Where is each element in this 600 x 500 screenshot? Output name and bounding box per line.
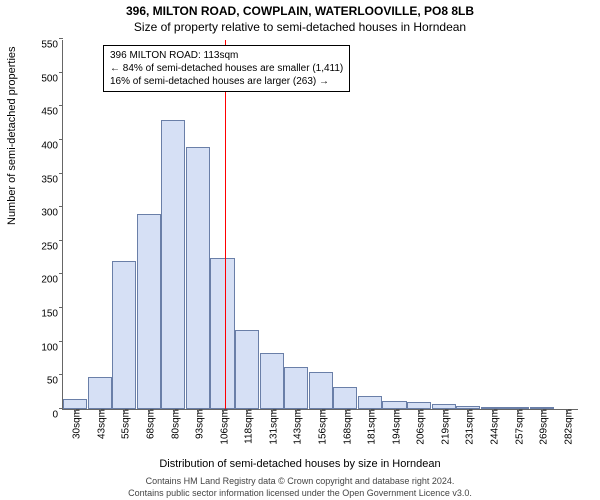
x-tick-mark [272, 409, 273, 413]
histogram-bar [309, 372, 333, 409]
x-tick-mark [370, 409, 371, 413]
x-tick-label: 30sqm [68, 409, 83, 439]
y-tick-mark [59, 273, 63, 274]
y-tick-mark [59, 374, 63, 375]
callout-line: 396 MILTON ROAD: 113sqm [110, 49, 343, 62]
x-tick-label: 68sqm [142, 409, 157, 439]
callout-line: ← 84% of semi-detached houses are smalle… [110, 62, 343, 75]
footer-line-1: Contains HM Land Registry data © Crown c… [0, 476, 600, 486]
histogram-bar [235, 330, 259, 409]
x-tick-label: 282sqm [559, 409, 574, 445]
x-tick-label: 257sqm [510, 409, 525, 445]
y-tick-mark [59, 173, 63, 174]
x-tick-label: 244sqm [486, 409, 501, 445]
x-tick-label: 93sqm [191, 409, 206, 439]
y-tick-label: 450 [41, 107, 63, 118]
x-tick-mark [395, 409, 396, 413]
y-tick-mark [59, 240, 63, 241]
x-tick-mark [346, 409, 347, 413]
x-tick-label: 106sqm [215, 409, 230, 445]
histogram-bar [161, 120, 185, 409]
x-tick-label: 168sqm [338, 409, 353, 445]
plot-area: 05010015020025030035040045050055030sqm43… [62, 40, 578, 410]
y-tick-mark [59, 307, 63, 308]
x-tick-label: 269sqm [535, 409, 550, 445]
x-tick-mark [296, 409, 297, 413]
x-tick-mark [247, 409, 248, 413]
x-tick-label: 194sqm [387, 409, 402, 445]
histogram-bar [112, 261, 136, 409]
y-tick-label: 550 [41, 40, 63, 51]
title-main: 396, MILTON ROAD, COWPLAIN, WATERLOOVILL… [0, 4, 600, 18]
x-tick-label: 206sqm [412, 409, 427, 445]
x-tick-mark [223, 409, 224, 413]
y-tick-mark [59, 105, 63, 106]
x-tick-mark [174, 409, 175, 413]
x-tick-mark [542, 409, 543, 413]
x-tick-label: 118sqm [240, 409, 255, 444]
reference-line [225, 40, 226, 409]
callout-line: 16% of semi-detached houses are larger (… [110, 75, 343, 88]
x-tick-label: 181sqm [363, 409, 378, 445]
y-tick-label: 500 [41, 73, 63, 84]
x-tick-mark [518, 409, 519, 413]
x-tick-label: 55sqm [117, 409, 132, 439]
x-axis-label: Distribution of semi-detached houses by … [0, 458, 600, 470]
y-tick-label: 250 [41, 241, 63, 252]
histogram-bar [358, 396, 382, 409]
y-tick-mark [59, 341, 63, 342]
title-sub: Size of property relative to semi-detach… [0, 20, 600, 34]
x-tick-mark [321, 409, 322, 413]
x-tick-mark [198, 409, 199, 413]
x-tick-label: 143sqm [289, 409, 304, 445]
y-tick-label: 400 [41, 140, 63, 151]
x-tick-label: 80sqm [166, 409, 181, 439]
histogram-bar [333, 387, 357, 409]
y-tick-label: 100 [41, 342, 63, 353]
histogram-bar [407, 402, 431, 409]
x-tick-mark [100, 409, 101, 413]
y-tick-label: 350 [41, 174, 63, 185]
y-tick-mark [59, 139, 63, 140]
x-tick-mark [567, 409, 568, 413]
histogram-bar [210, 258, 234, 409]
histogram-bar [88, 377, 112, 409]
y-tick-mark [59, 38, 63, 39]
histogram-bar [260, 353, 284, 409]
x-tick-mark [75, 409, 76, 413]
y-tick-mark [59, 72, 63, 73]
y-tick-label: 150 [41, 309, 63, 320]
footer-line-2: Contains public sector information licen… [0, 488, 600, 498]
x-tick-mark [419, 409, 420, 413]
x-tick-mark [149, 409, 150, 413]
histogram-bar [382, 401, 406, 409]
x-tick-label: 43sqm [92, 409, 107, 439]
x-tick-label: 156sqm [314, 409, 329, 445]
y-tick-label: 300 [41, 208, 63, 219]
x-tick-mark [124, 409, 125, 413]
y-tick-label: 50 [47, 376, 63, 387]
y-tick-mark [59, 206, 63, 207]
x-tick-label: 219sqm [436, 409, 451, 445]
histogram-bar [63, 399, 87, 409]
callout-box: 396 MILTON ROAD: 113sqm← 84% of semi-det… [103, 45, 350, 92]
x-tick-label: 231sqm [461, 409, 476, 445]
x-tick-mark [493, 409, 494, 413]
histogram-bar [137, 214, 161, 409]
x-tick-label: 131sqm [264, 409, 279, 445]
y-tick-label: 200 [41, 275, 63, 286]
chart-container: 396, MILTON ROAD, COWPLAIN, WATERLOOVILL… [0, 0, 600, 500]
x-tick-mark [444, 409, 445, 413]
y-tick-label: 0 [52, 410, 63, 421]
x-tick-mark [468, 409, 469, 413]
histogram-bar [284, 367, 308, 409]
histogram-bar [186, 147, 210, 409]
y-axis-label: Number of semi-detached properties [6, 46, 18, 225]
